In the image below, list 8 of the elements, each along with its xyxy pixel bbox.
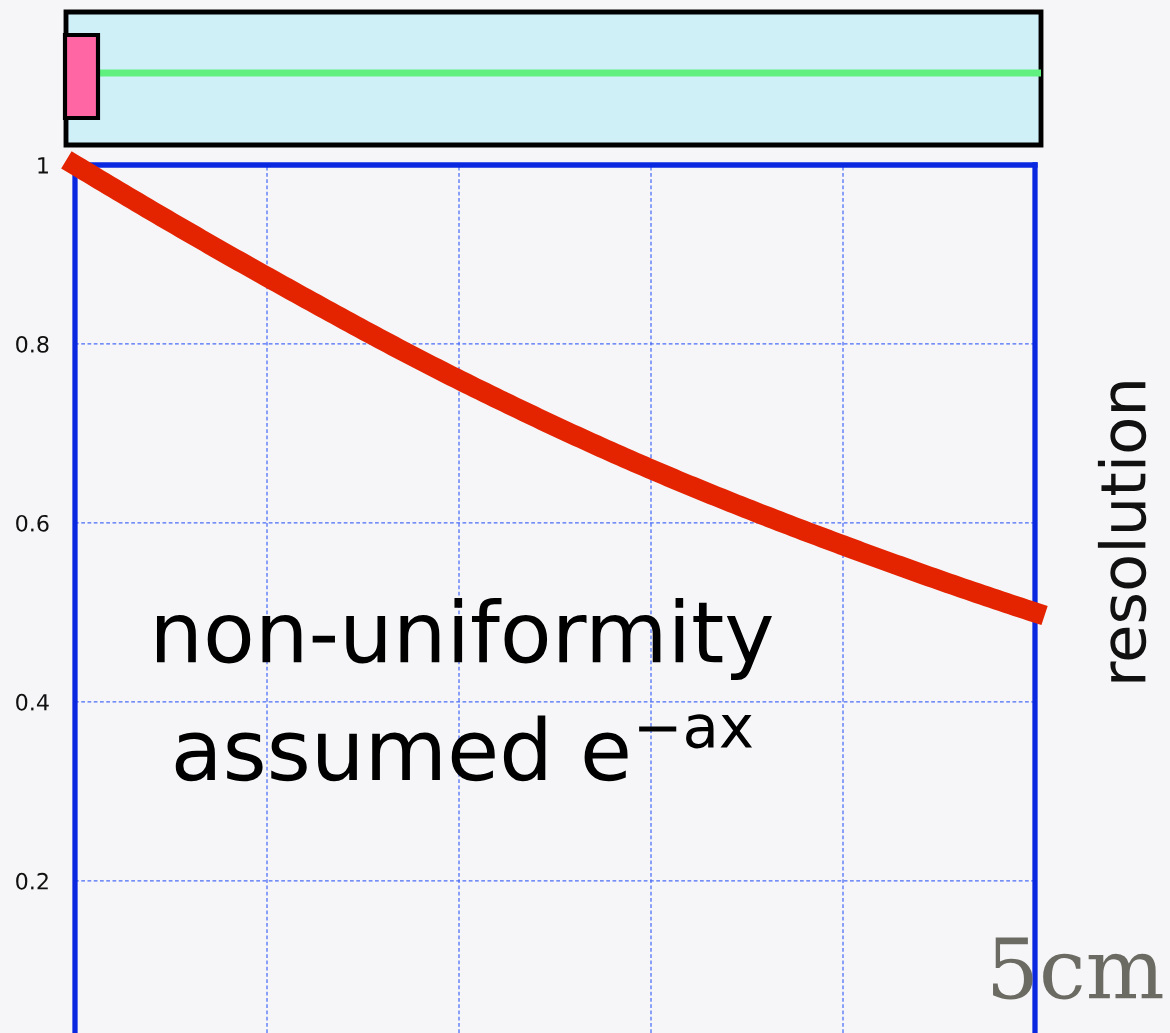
y-tick-label: 0.8 — [16, 335, 49, 353]
annotation: assumed e$^{−ax}$ — [175, 714, 753, 782]
y-axis-title: resolution — [1097, 382, 1147, 682]
y-tick-label: 0.6 — [16, 514, 49, 532]
annotation: non-uniformity — [157, 597, 772, 680]
y-tick-label: 0.4 — [16, 693, 49, 711]
y-tick-label: 0.2 — [16, 872, 48, 890]
y-tick-label: 1 — [38, 157, 48, 174]
